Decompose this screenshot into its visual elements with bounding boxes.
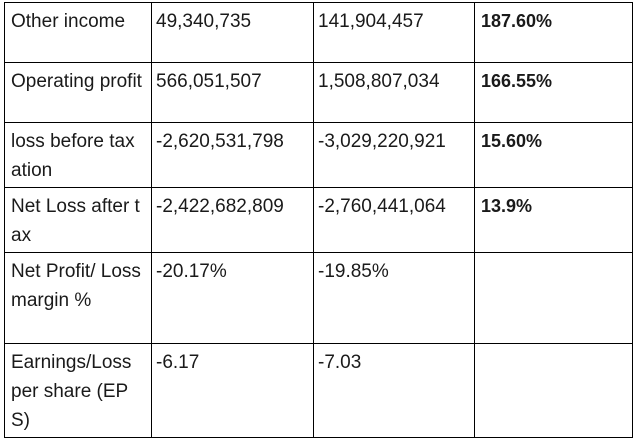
value-cell-1: 566,051,507 (151, 62, 314, 123)
row-label: Other income (4, 2, 152, 63)
value-cell-1: -20.17% (151, 252, 314, 344)
row-label: Net Loss after tax (4, 187, 152, 253)
row-label: loss before taxation (4, 122, 152, 188)
value-cell-2: 141,904,457 (313, 2, 475, 63)
row-label: Net Profit/ Loss margin % (4, 252, 152, 344)
table-row: Earnings/Loss per share (EPS) -6.17 -7.0… (4, 343, 633, 438)
table-row: loss before taxation -2,620,531,798 -3,0… (4, 122, 633, 188)
table-row: Operating profit 566,051,507 1,508,807,0… (4, 62, 633, 123)
value-cell-2: -2,760,441,064 (313, 187, 475, 253)
row-label: Earnings/Loss per share (EPS) (4, 343, 152, 438)
value-cell-1: -2,422,682,809 (151, 187, 314, 253)
value-cell-2: -7.03 (313, 343, 475, 438)
value-cell-1: -6.17 (151, 343, 314, 438)
change-cell: 15.60% (474, 122, 633, 188)
change-cell: 13.9% (474, 187, 633, 253)
value-cell-2: 1,508,807,034 (313, 62, 475, 123)
value-cell-2: -19.85% (313, 252, 475, 344)
value-cell-2: -3,029,220,921 (313, 122, 475, 188)
change-cell: 166.55% (474, 62, 633, 123)
table-row: Net Profit/ Loss margin % -20.17% -19.85… (4, 252, 633, 344)
value-cell-1: 49,340,735 (151, 2, 314, 63)
change-cell (474, 343, 633, 438)
value-cell-1: -2,620,531,798 (151, 122, 314, 188)
change-cell (474, 252, 633, 344)
table-row: Net Loss after tax -2,422,682,809 -2,760… (4, 187, 633, 253)
change-cell: 187.60% (474, 2, 633, 63)
financial-results-table: Other income 49,340,735 141,904,457 187.… (4, 2, 633, 438)
table-row: Other income 49,340,735 141,904,457 187.… (4, 2, 633, 63)
row-label: Operating profit (4, 62, 152, 123)
